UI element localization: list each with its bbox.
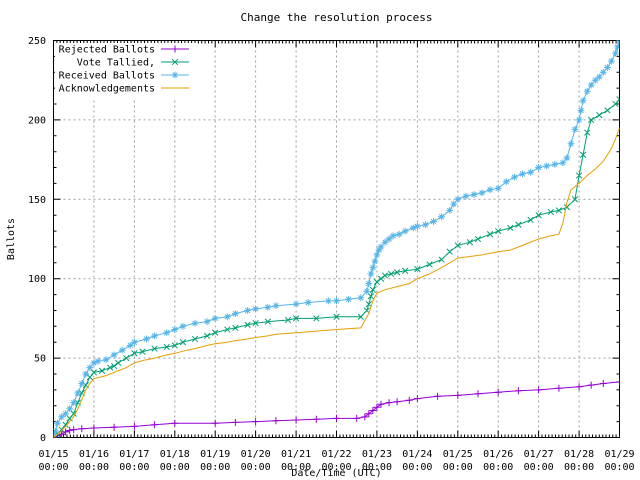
x-tick-label-date: 01/24 [402, 449, 432, 460]
x-tick-label-date: 01/16 [79, 449, 109, 460]
x-tick-label-time: 00:00 [241, 462, 271, 473]
x-tick-label-time: 00:00 [604, 462, 634, 473]
major-ticks [53, 40, 620, 438]
x-tick-label-time: 00:00 [281, 462, 311, 473]
minor-ticks [53, 40, 620, 438]
y-tick-label: 150 [28, 195, 46, 206]
series-line-received-ballots [53, 40, 620, 438]
series-line-vote-tallied [53, 98, 620, 438]
x-tick-label-date: 01/29 [604, 449, 634, 460]
series-line-rejected-ballots [53, 381, 620, 438]
y-tick-label: 200 [28, 115, 46, 126]
x-tick-label-date: 01/19 [200, 449, 230, 460]
grid-lines [53, 40, 620, 438]
x-tick-label-date: 01/25 [443, 449, 473, 460]
legend-label-received-ballots: Received Ballots [59, 71, 155, 82]
plot-border [53, 40, 620, 438]
x-tick-label-time: 00:00 [160, 462, 190, 473]
y-tick-label: 100 [28, 274, 46, 285]
series-markers-rejected-ballots [53, 378, 620, 438]
x-tick-label-time: 00:00 [119, 462, 149, 473]
x-tick-label-date: 01/15 [38, 449, 68, 460]
legend-label-vote-tallied: Vote Tallied, [77, 58, 155, 69]
x-tick-label-date: 01/22 [321, 449, 351, 460]
x-tick-label-date: 01/17 [119, 449, 149, 460]
x-tick-label-date: 01/23 [362, 449, 392, 460]
legend-background [55, 43, 196, 98]
x-tick-label-time: 00:00 [564, 462, 594, 473]
x-tick-label-time: 00:00 [524, 462, 554, 473]
legend-sample-cross-icon [171, 58, 179, 66]
x-tick-label-time: 00:00 [402, 462, 432, 473]
y-axis-label: Ballots [6, 218, 17, 260]
x-tick-label-date: 01/28 [564, 449, 594, 460]
x-tick-label-time: 00:00 [200, 462, 230, 473]
x-tick-label-time: 00:00 [362, 462, 392, 473]
chart-title: Change the resolution process [240, 11, 432, 24]
x-tick-label-date: 01/21 [281, 449, 311, 460]
y-tick-label: 0 [40, 433, 46, 444]
series-markers-vote-tallied [53, 96, 620, 438]
x-tick-label-time: 00:00 [79, 462, 109, 473]
x-tick-label-date: 01/18 [160, 449, 190, 460]
legend-sample-plus-icon [171, 45, 179, 53]
x-tick-label-date: 01/27 [524, 449, 554, 460]
x-tick-label-date: 01/20 [241, 449, 271, 460]
series-markers-received-ballots [53, 40, 620, 438]
x-tick-label-date: 01/26 [483, 449, 513, 460]
x-axis-label: Date/Time (UTC) [291, 468, 381, 479]
x-tick-label-time: 00:00 [443, 462, 473, 473]
y-tick-label: 50 [34, 354, 46, 365]
legend-sample-asterisk-icon [171, 71, 179, 79]
x-tick-label-time: 00:00 [38, 462, 68, 473]
x-tick-label-time: 00:00 [483, 462, 513, 473]
y-tick-label: 250 [28, 36, 46, 47]
legend-label-rejected-ballots: Rejected Ballots [59, 45, 155, 56]
legend-label-acknowledgements: Acknowledgements [59, 84, 155, 95]
series-line-acknowledgements [53, 127, 620, 438]
x-tick-label-time: 00:00 [321, 462, 351, 473]
